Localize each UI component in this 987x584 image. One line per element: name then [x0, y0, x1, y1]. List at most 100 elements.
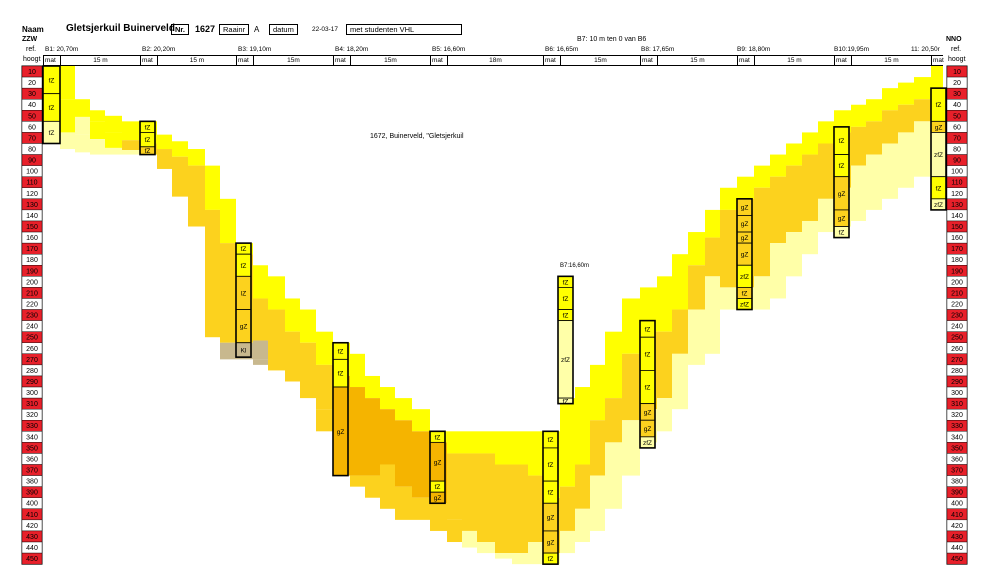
soil-layer-cell	[560, 530, 575, 554]
depth-tick-label-right: 140	[951, 213, 963, 220]
mat-cell: mat	[640, 56, 657, 65]
depth-tick-label-right: 230	[951, 313, 963, 320]
depth-tick-label-left: 10	[28, 69, 36, 76]
soil-layer-cell	[380, 409, 395, 465]
soil-layer-cell	[898, 132, 914, 188]
depth-tick-label-right: 110	[951, 180, 962, 187]
soil-layer-cell	[477, 542, 495, 554]
soil-type-label: gZ	[741, 221, 749, 228]
boring-column-outline	[930, 87, 947, 211]
soil-layer-cell	[590, 420, 605, 476]
depth-tick-label-left: 90	[28, 158, 36, 165]
soil-layer-cell	[851, 165, 866, 221]
soil-layer-cell	[802, 154, 818, 221]
mat-cell: mat	[333, 56, 350, 65]
depth-tick-label-left: 290	[26, 379, 38, 386]
mat-cell: mat	[931, 56, 944, 65]
soil-layer-cell	[350, 353, 365, 388]
depth-tick-label-right: 310	[951, 401, 963, 408]
distance-cell: 15 m	[60, 56, 140, 65]
depth-tick-label-left: 450	[26, 556, 38, 563]
soil-layer-cell	[914, 99, 931, 122]
depth-tick-label-left: 250	[26, 335, 38, 342]
soil-type-label: gZ	[547, 515, 555, 522]
soil-layer-cell	[157, 134, 172, 150]
soil-layer-cell	[882, 143, 898, 199]
soil-layer-cell	[657, 276, 672, 332]
soil-type-label: gZ	[741, 252, 749, 259]
soil-layer-cell	[754, 276, 770, 310]
soil-layer-cell	[560, 398, 575, 487]
soil-layer-cell	[268, 276, 285, 310]
soil-layer-cell	[605, 442, 622, 509]
soil-layer-cell	[380, 387, 395, 410]
soil-type-label: fZ	[645, 351, 651, 358]
depth-tick-label-left: 190	[26, 268, 38, 275]
soil-type-label: fZ	[839, 230, 845, 237]
boring-column-b2: fZ fZ fZ	[139, 120, 156, 156]
depth-tick-label-right: 40	[953, 102, 961, 109]
soil-type-label: fZ	[936, 102, 942, 109]
soil-layer-cell	[754, 165, 770, 188]
boring-label-b5: B5: 16,60m	[432, 46, 466, 53]
depth-tick-label-left: 420	[26, 523, 38, 530]
soil-layer-cell	[188, 149, 205, 166]
soil-type-label: fZ	[241, 263, 247, 270]
soil-type-label: fZ	[936, 185, 942, 192]
soil-layer-cell	[802, 132, 818, 155]
b7-note: B7: 10 m ten 0 van B6	[577, 36, 647, 43]
soil-layer-cell	[188, 165, 205, 227]
soil-layer-cell	[412, 409, 430, 432]
soil-layer-cell	[395, 486, 412, 520]
boring-column-outline	[557, 275, 574, 405]
depth-tick-label-right: 250	[951, 335, 963, 342]
depth-tick-label-left: 240	[26, 324, 38, 331]
boring-column-outline	[139, 120, 156, 156]
depth-tick-label-left: 200	[26, 279, 38, 286]
soil-type-label: zfZ	[934, 202, 943, 209]
soil-layer-cell	[851, 104, 866, 127]
distance-cell: 15 m	[657, 56, 737, 65]
boring-column-b8: fZ fZ fZ gZ gZ zfZ	[639, 319, 656, 449]
depth-tick-label-left: 180	[26, 257, 38, 264]
soil-layer-cell	[462, 530, 477, 548]
soil-layer-cell	[205, 165, 220, 210]
soil-layer-cell	[205, 209, 220, 338]
soil-type-label: gZ	[644, 409, 652, 416]
soil-type-label: fZ	[548, 437, 554, 444]
soil-type-label: gZ	[838, 191, 846, 198]
soil-layer-cell	[512, 431, 528, 465]
depth-tick-label-right: 200	[951, 279, 963, 286]
depth-cell-right	[946, 552, 968, 565]
soil-layer-cell	[512, 553, 528, 565]
depth-tick-label-left: 100	[26, 169, 38, 176]
soil-type-label: fZ	[548, 556, 554, 563]
depth-tick-label-right: 130	[951, 202, 963, 209]
depth-tick-label-right: 50	[953, 113, 961, 120]
depth-tick-label-left: 30	[28, 91, 36, 98]
soil-layer-cell	[770, 176, 786, 244]
soil-layer-cell	[770, 243, 786, 299]
depth-tick-label-right: 360	[951, 456, 963, 463]
depth-tick-label-left: 390	[26, 490, 38, 497]
boring-label-b11: 11: 20,50r	[911, 46, 940, 53]
soil-type-label: fZ	[645, 385, 651, 392]
soil-layer-cell	[412, 497, 430, 520]
depth-tick-label-left: 230	[26, 313, 38, 320]
mat-cell: mat	[737, 56, 754, 65]
soil-layer-cell	[622, 298, 640, 354]
soil-layer-cell	[285, 331, 300, 382]
depth-tick-label-right: 210	[951, 290, 963, 297]
depth-tick-label-left: 170	[26, 246, 38, 253]
soil-layer-cell	[770, 154, 786, 177]
soil-layer-cell	[802, 220, 818, 255]
soil-layer-cell	[60, 66, 75, 100]
ref-label-left: ref.	[26, 46, 37, 53]
depth-tick-label-right: 390	[951, 490, 963, 497]
soil-layer-cell	[105, 147, 122, 155]
depth-tick-label-left: 120	[26, 191, 38, 198]
soil-layer-cell	[818, 121, 834, 144]
soil-layer-cell	[75, 116, 90, 135]
boring-column-b6: fZ fZ fZ gZ gZ fZ	[542, 430, 559, 565]
hoogt-label-left: hoogt	[23, 56, 41, 63]
